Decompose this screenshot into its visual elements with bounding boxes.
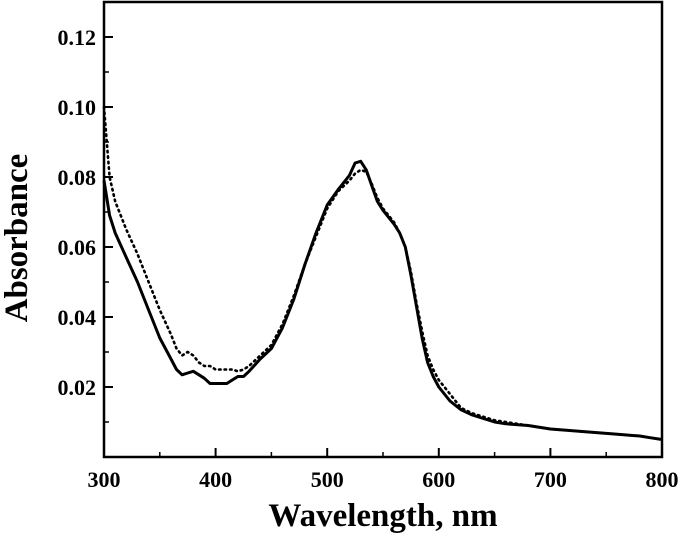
- y-tick-label: 0.06: [58, 235, 97, 260]
- series-layer: [102, 105, 664, 441]
- y-tick-label: 0.12: [58, 25, 97, 50]
- x-axis-ticks: 300 400 500 600 700 800: [88, 448, 679, 492]
- x-axis-title: Wavelength, nm: [268, 498, 497, 534]
- x-tick-label: 400: [199, 467, 232, 492]
- y-axis-ticks: 0.02 0.04 0.06 0.08 0.10 0.12: [58, 25, 113, 423]
- plot-frame: [102, 0, 664, 459]
- x-tick-label: 700: [534, 467, 567, 492]
- y-tick-label: 0.02: [58, 375, 97, 400]
- x-tick-label: 300: [88, 467, 121, 492]
- y-tick-label: 0.10: [58, 95, 97, 120]
- dotted-series-line: [102, 105, 664, 441]
- solid-series-line: [102, 159, 663, 441]
- y-axis-title: Absorbance: [0, 154, 35, 323]
- x-tick-label: 800: [646, 467, 679, 492]
- y-tick-label: 0.08: [58, 165, 97, 190]
- y-tick-label: 0.04: [58, 305, 97, 330]
- x-tick-label: 600: [422, 467, 455, 492]
- x-tick-label: 500: [311, 467, 344, 492]
